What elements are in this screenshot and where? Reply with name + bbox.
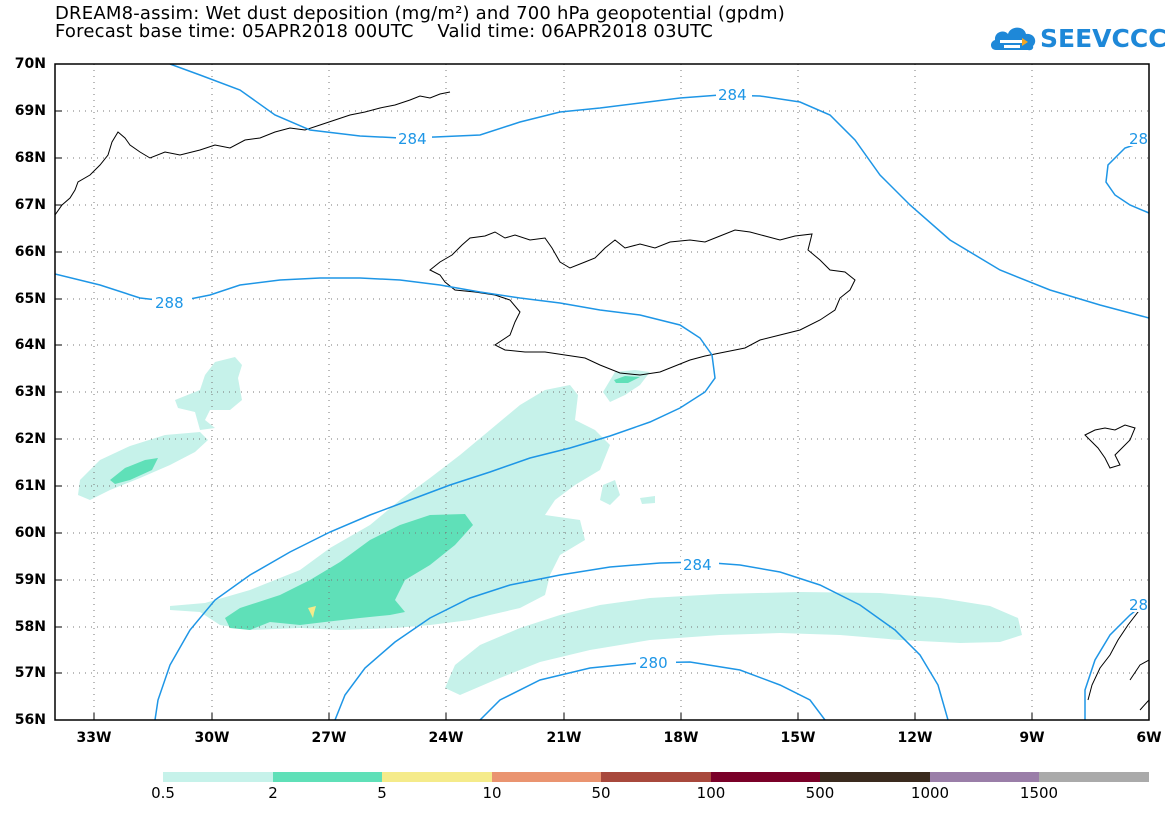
colorbar-cell [601, 772, 711, 782]
contour-28-se [1084, 599, 1149, 720]
lon-label: 33W [76, 730, 112, 746]
lat-label: 65N [14, 291, 46, 307]
greenland-coast [55, 91, 451, 216]
lat-label: 56N [14, 712, 46, 728]
lat-label: 63N [14, 384, 46, 400]
contour-label-280: 280 [639, 654, 668, 672]
colorbar-cell [820, 772, 930, 782]
lat-label: 68N [14, 150, 46, 166]
iceland-coast [429, 229, 856, 376]
deposition-medium-areas [110, 376, 640, 630]
scotland-coast [1087, 604, 1149, 711]
deposition-high-spot [308, 606, 316, 618]
tick-marks [55, 63, 1033, 720]
lon-label: 30W [194, 730, 230, 746]
lat-label: 62N [14, 431, 46, 447]
colorbar-label: 500 [805, 784, 835, 802]
deposition-small-patches [600, 480, 655, 505]
colorbar [163, 772, 1149, 782]
colorbar-label: 1500 [1019, 784, 1059, 802]
contour-28-ne [1105, 139, 1149, 214]
lon-label: 15W [780, 730, 816, 746]
contour-label-28-se: 28 [1129, 596, 1148, 614]
lon-label: 9W [1019, 730, 1045, 746]
deposition-medium-blob-61n [110, 458, 158, 484]
colorbar-cell [929, 772, 1039, 782]
lon-label: 18W [663, 730, 699, 746]
colorbar-label: 2 [268, 784, 278, 802]
contour-288 [55, 273, 716, 720]
deposition-medium-iceland [614, 376, 640, 383]
geopotential-contours [55, 64, 1149, 720]
cloud-logo-icon [990, 27, 1036, 51]
lon-label: 12W [897, 730, 933, 746]
logo-text: SEEVCCC [1040, 24, 1167, 53]
map-title-line-1: DREAM8-assim: Wet dust deposition (mg/m²… [55, 3, 785, 24]
colorbar-cell [491, 772, 601, 782]
contour-284-south [334, 561, 949, 720]
contour-label-284-north-b: 284 [718, 86, 747, 104]
contour-label-28-ne: 28 [1129, 130, 1148, 148]
deposition-light-areas [78, 357, 1022, 695]
contour-label-284-south: 284 [683, 556, 712, 574]
colorbar-cell [272, 772, 382, 782]
colorbar-cell [382, 772, 492, 782]
deposition-main-plume [170, 385, 610, 630]
colorbar-label: 0.5 [151, 784, 175, 802]
colorbar-label: 5 [377, 784, 387, 802]
deposition-iceland-south [603, 370, 650, 402]
lon-label: 27W [311, 730, 347, 746]
lat-label: 58N [14, 619, 46, 635]
deposition-blob-63n [175, 357, 242, 430]
seevccc-logo: SEEVCCC [988, 18, 1167, 58]
colorbar-label: 100 [696, 784, 726, 802]
lat-label: 70N [14, 56, 46, 72]
lon-label: 21W [546, 730, 582, 746]
colorbar-cell [1039, 772, 1149, 782]
lat-label: 61N [14, 478, 46, 494]
lon-label: 24W [428, 730, 464, 746]
colorbar-cell [710, 772, 820, 782]
colorbar-cell [163, 772, 273, 782]
lat-label: 57N [14, 665, 46, 681]
map-title-line-2: Forecast base time: 05APR2018 00UTC Vali… [55, 21, 714, 42]
contour-label-288: 288 [155, 294, 184, 312]
graticule [55, 64, 1149, 720]
lat-label: 66N [14, 244, 46, 260]
lat-label: 60N [14, 525, 46, 541]
lat-label: 64N [14, 337, 46, 353]
lat-label: 69N [14, 103, 46, 119]
contour-label-backgrounds [152, 86, 1149, 670]
contour-label-284-north-a: 284 [398, 130, 427, 148]
lat-label: 67N [14, 197, 46, 213]
lon-label: 6W [1136, 730, 1162, 746]
coastlines [55, 91, 1149, 711]
colorbar-label: 10 [482, 784, 502, 802]
colorbar-label: 1000 [910, 784, 950, 802]
faroe-coast [1084, 424, 1136, 469]
contour-284-north [169, 64, 1149, 319]
lat-label: 59N [14, 572, 46, 588]
deposition-medium-plume [225, 514, 473, 630]
colorbar-label: 50 [591, 784, 611, 802]
